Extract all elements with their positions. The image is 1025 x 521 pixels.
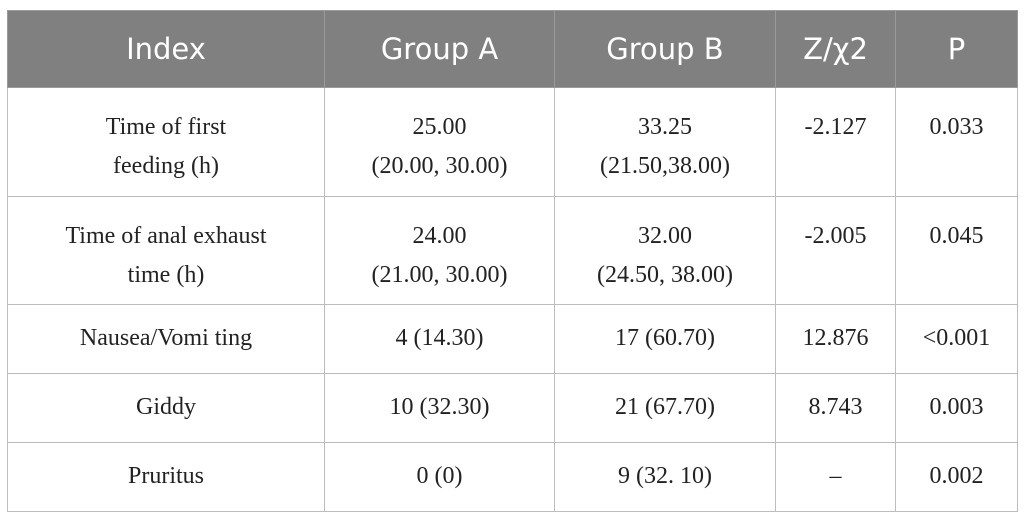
cell: – — [775, 442, 896, 512]
cell-text: 0.033 — [929, 114, 984, 140]
cell: 0.045 — [895, 196, 1018, 305]
header-cell: P — [895, 10, 1018, 88]
cell: <0.001 — [895, 304, 1018, 374]
cell-line: time (h) — [127, 262, 205, 288]
row: Time of first feeding (h) 25.00 (20.00, 30.… — [7, 87, 1018, 197]
cell-text: 9 (32. 10) — [618, 463, 712, 489]
cell: 0 (0) — [324, 442, 555, 512]
cell-line: 32.00 — [638, 223, 692, 249]
row: Giddy 10 (32.30) 21 (67.70) 8.743 0.003 — [7, 373, 1018, 443]
cell: Nausea/Vomi ting — [7, 304, 325, 374]
cell-text: 0.002 — [929, 463, 984, 489]
cell: 10 (32.30) — [324, 373, 555, 443]
row: Pruritus 0 (0) 9 (32. 10) – 0.002 — [7, 442, 1018, 512]
cell-line: (21.50,38.00) — [600, 153, 730, 179]
cell: 17 (60.70) — [554, 304, 776, 374]
cell-text: – — [829, 463, 842, 489]
cell-text: 0 (0) — [416, 463, 463, 489]
header-cell: Index — [7, 10, 325, 88]
cell-text: 21 (67.70) — [615, 394, 715, 420]
cell: 9 (32. 10) — [554, 442, 776, 512]
cell: 0.033 — [895, 87, 1018, 197]
cell-line: (21.00, 30.00) — [371, 262, 508, 288]
cell: Giddy — [7, 373, 325, 443]
cell: 32.00 (24.50, 38.00) — [554, 196, 776, 305]
cell: -2.005 — [775, 196, 896, 305]
cell-line: Time of anal exhaust — [65, 223, 267, 249]
cell-text: 0.045 — [929, 223, 984, 249]
cell: 33.25 (21.50,38.00) — [554, 87, 776, 197]
cell-text: Giddy — [136, 394, 196, 420]
row: Nausea/Vomi ting 4 (14.30) 17 (60.70) 12.87… — [7, 304, 1018, 374]
cell-text: -2.005 — [804, 223, 867, 249]
cell: 25.00 (20.00, 30.00) — [324, 87, 555, 197]
cell: 0.003 — [895, 373, 1018, 443]
data-table: Index Group A Group B Z/χ2 P Time of first fe… — [7, 10, 1018, 512]
row: Time of anal exhaust time (h) 24.00 (21.00,… — [7, 196, 1018, 305]
cell: -2.127 — [775, 87, 896, 197]
cell-text: 12.876 — [802, 325, 869, 351]
cell-line: 24.00 — [412, 223, 467, 249]
cell-line: 33.25 — [638, 114, 692, 140]
cell: 21 (67.70) — [554, 373, 776, 443]
cell: Time of first feeding (h) — [7, 87, 325, 197]
header-cell: Group A — [324, 10, 555, 88]
cell: Time of anal exhaust time (h) — [7, 196, 325, 305]
cell-text: -2.127 — [804, 114, 867, 140]
header-cell: Group B — [554, 10, 776, 88]
cell: 12.876 — [775, 304, 896, 374]
cell-text: 10 (32.30) — [389, 394, 490, 420]
cell: 8.743 — [775, 373, 896, 443]
cell-text: 8.743 — [808, 394, 863, 420]
cell-text: Nausea/Vomi ting — [79, 325, 253, 351]
cell-text: <0.001 — [922, 325, 991, 351]
cell: 24.00 (21.00, 30.00) — [324, 196, 555, 305]
cell-line: (24.50, 38.00) — [597, 262, 733, 288]
cell-text: 0.003 — [929, 394, 984, 420]
cell-text: Pruritus — [127, 463, 204, 489]
cell-line: (20.00, 30.00) — [371, 153, 508, 179]
cell-text: 17 (60.70) — [615, 325, 715, 351]
header-row: Index Group A Group B Z/χ2 P — [7, 10, 1018, 88]
cell-line: feeding (h) — [113, 153, 219, 179]
cell-line: Time of first — [105, 114, 227, 140]
cell: Pruritus — [7, 442, 325, 512]
cell: 0.002 — [895, 442, 1018, 512]
cell-text: 4 (14.30) — [395, 325, 484, 351]
header-cell: Z/χ2 — [775, 10, 896, 88]
cell-line: 25.00 — [412, 114, 467, 140]
cell: 4 (14.30) — [324, 304, 555, 374]
